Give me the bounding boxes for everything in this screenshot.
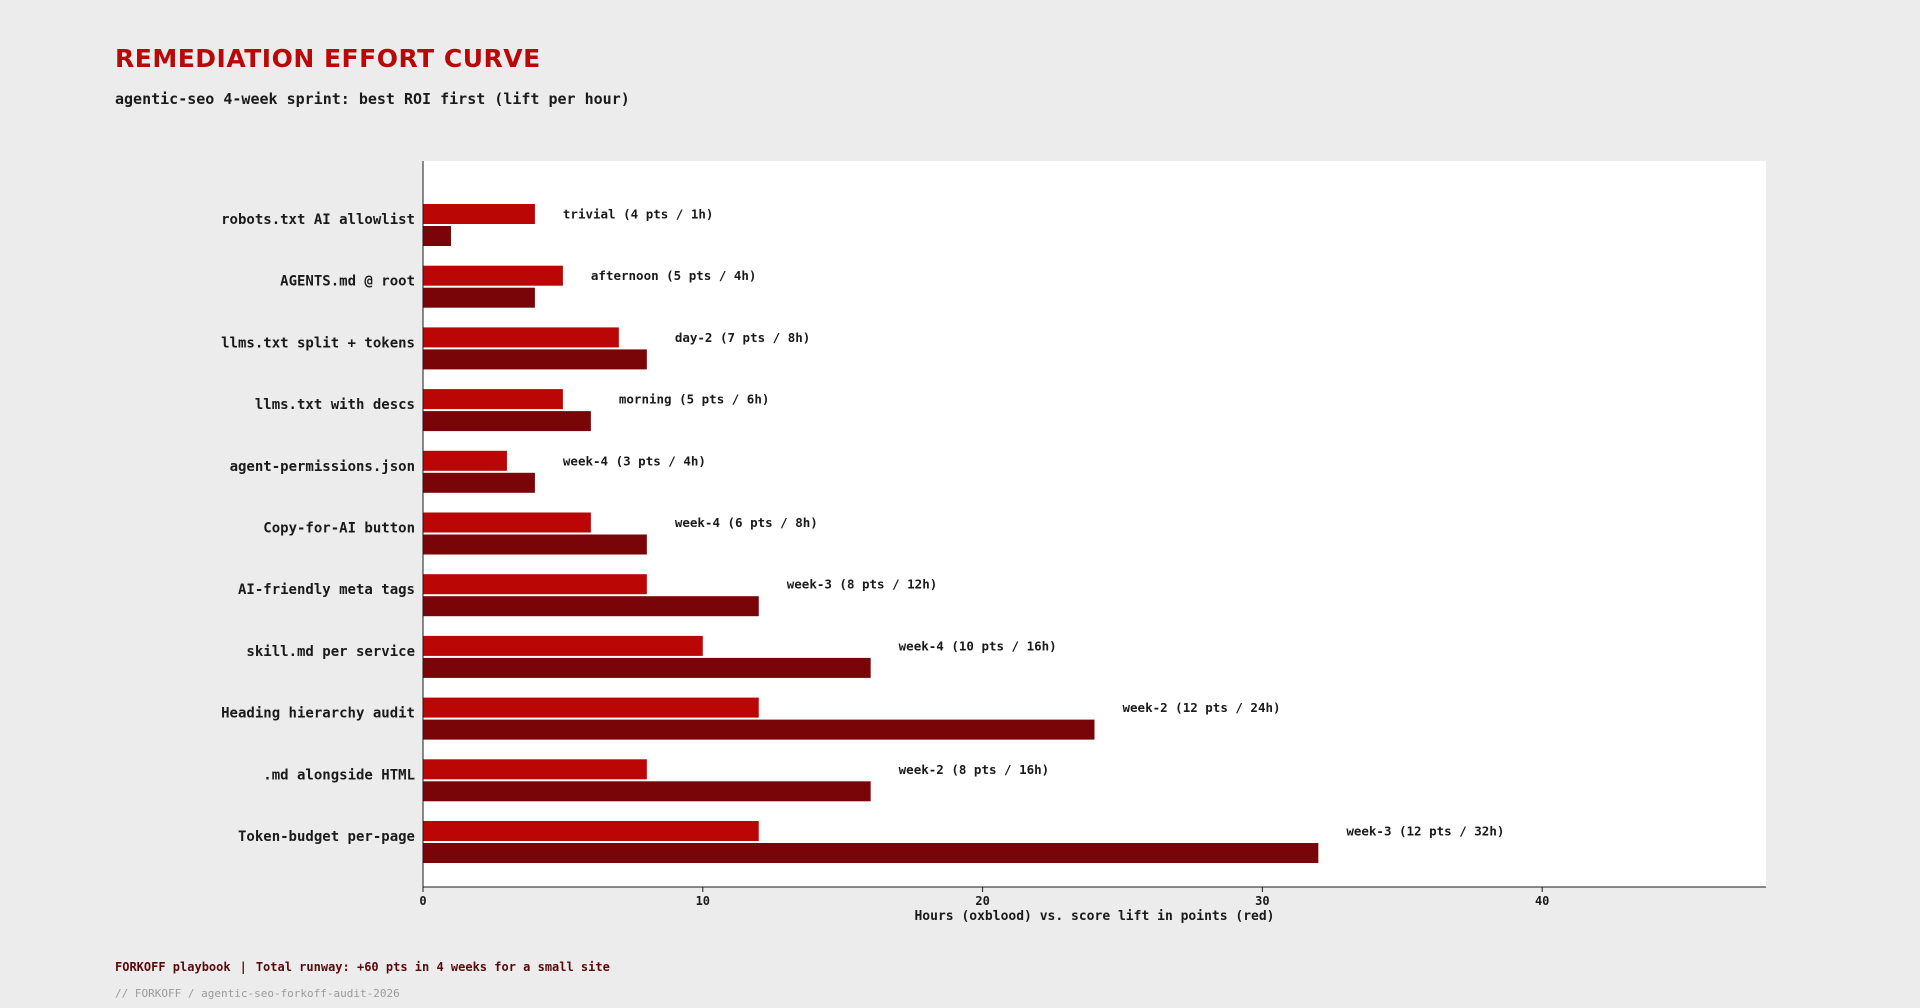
footer-separator: | <box>239 960 247 974</box>
bar-hours <box>423 596 759 617</box>
category-label: llms.txt split + tokens <box>221 335 415 351</box>
footer-line: FORKOFF playbook | Total runway: +60 pts i… <box>115 960 610 974</box>
bar-lift <box>423 759 647 780</box>
bar-hours <box>423 843 1319 863</box>
category-label: llms.txt with descs <box>255 397 415 413</box>
x-tick-label: 0 <box>419 894 426 908</box>
data-label: week-3 (12 pts / 32h) <box>1346 824 1504 839</box>
bar-lift <box>423 389 563 410</box>
category-label: Heading hierarchy audit <box>221 706 415 722</box>
bar-lift <box>423 327 619 348</box>
x-tick-label: 40 <box>1535 894 1549 908</box>
footer-note: Total runway: +60 pts in 4 weeks for a s… <box>255 960 610 974</box>
bar-hours <box>423 534 647 555</box>
bar-hours <box>423 226 451 246</box>
category-label: skill.md per service <box>246 644 415 660</box>
x-axis-label: Hours (oxblood) vs. score lift in points… <box>914 909 1274 924</box>
data-label: trivial (4 pts / 1h) <box>563 207 714 222</box>
footer-brand: FORKOFF playbook <box>115 960 231 974</box>
bar-lift <box>423 265 563 286</box>
chart-subtitle: agentic-seo 4-week sprint: best ROI firs… <box>115 90 630 108</box>
bar-hours <box>423 411 591 432</box>
data-label: week-2 (8 pts / 16h) <box>899 762 1050 777</box>
bar-hours <box>423 472 535 493</box>
bar-lift <box>423 204 535 224</box>
bar-lift <box>423 821 759 841</box>
data-label: day-2 (7 pts / 8h) <box>675 330 810 345</box>
category-label: agent-permissions.json <box>230 459 415 475</box>
x-tick-label: 20 <box>975 894 989 908</box>
data-label: afternoon (5 pts / 4h) <box>591 268 757 283</box>
x-tick-label: 10 <box>696 894 710 908</box>
bar-hours <box>423 657 871 678</box>
bar-lift <box>423 697 759 718</box>
category-label: Token-budget per-page <box>238 829 415 845</box>
bar-lift <box>423 635 703 656</box>
chart-title: REMEDIATION EFFORT CURVE <box>115 44 541 73</box>
footer-credit: // FORKOFF / agentic-seo-forkoff-audit-2… <box>115 987 400 1000</box>
data-label: morning (5 pts / 6h) <box>619 392 770 407</box>
bar-lift <box>423 512 591 533</box>
bar-hours <box>423 719 1095 740</box>
data-label: week-3 (8 pts / 12h) <box>787 577 938 592</box>
bar-hours <box>423 287 535 308</box>
data-label: week-4 (3 pts / 4h) <box>563 453 706 468</box>
category-label: robots.txt AI allowlist <box>221 212 415 228</box>
category-label: AI-friendly meta tags <box>238 582 415 598</box>
bar-lift <box>423 450 507 471</box>
category-label: Copy-for-AI button <box>263 521 415 537</box>
data-label: week-4 (10 pts / 16h) <box>899 638 1057 653</box>
category-label: AGENTS.md @ root <box>280 274 415 290</box>
bar-lift <box>423 574 647 595</box>
data-label: week-4 (6 pts / 8h) <box>675 515 818 530</box>
data-label: week-2 (12 pts / 24h) <box>1123 700 1281 715</box>
x-tick-label: 30 <box>1255 894 1269 908</box>
bar-hours <box>423 349 647 370</box>
bar-hours <box>423 781 871 802</box>
category-label: .md alongside HTML <box>263 767 415 783</box>
